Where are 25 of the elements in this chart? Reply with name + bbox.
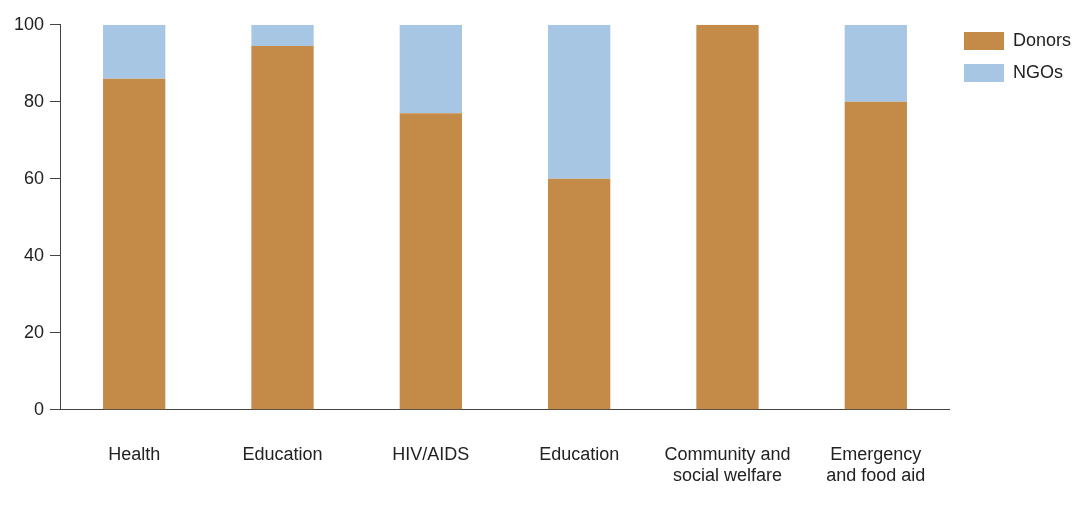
bar <box>103 78 166 410</box>
y-tick-label: 0 <box>34 398 45 419</box>
bar <box>251 45 314 410</box>
x-tick-label: Education <box>539 443 620 464</box>
bar <box>844 24 907 102</box>
bar <box>696 24 759 410</box>
x-tick-label: Community and social welfare <box>664 443 791 486</box>
bar <box>103 24 166 79</box>
y-tick-label: 20 <box>24 321 45 342</box>
bar <box>548 178 611 410</box>
y-tick-label: 40 <box>24 244 45 265</box>
bar <box>399 113 462 410</box>
y-tick-label: 60 <box>24 167 45 188</box>
x-tick-label: Education <box>242 443 323 464</box>
x-tick-label: HIV/AIDS <box>392 443 470 464</box>
y-tick-label: 80 <box>24 90 45 111</box>
legend-label: Donors <box>1012 29 1072 50</box>
x-tick-label: Health <box>108 443 161 464</box>
bar <box>251 24 314 46</box>
bar <box>548 24 611 179</box>
x-tick-label: Emergency and food aid <box>826 443 926 486</box>
legend-label: NGOs <box>1012 61 1063 82</box>
bar <box>399 24 462 114</box>
bar <box>844 101 907 410</box>
y-tick-label: 100 <box>13 13 45 34</box>
